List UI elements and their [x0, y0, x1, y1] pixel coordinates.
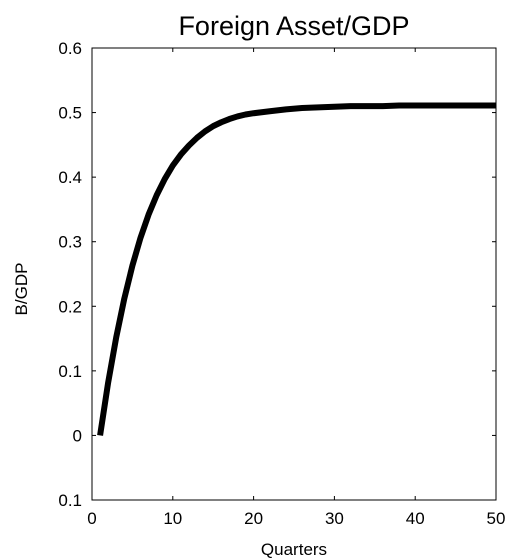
chart-title: Foreign Asset/GDP — [178, 11, 409, 41]
series-line — [97, 102, 496, 436]
y-axis-label: B/GDP — [12, 263, 31, 316]
y-tick-label: 0.5 — [58, 104, 82, 123]
y-tick-label: 0 — [73, 426, 82, 445]
y-tick-label: 0.4 — [58, 168, 82, 187]
x-tick-label: 20 — [244, 509, 263, 528]
plot-frame — [91, 47, 497, 501]
x-tick-label: 10 — [163, 509, 182, 528]
y-tick-label: 0.6 — [58, 39, 82, 58]
y-tick-label: 0.2 — [58, 297, 82, 316]
x-tick-label: 0 — [87, 509, 96, 528]
y-tick-label: 0.1 — [58, 362, 82, 381]
x-tick-label: 50 — [487, 509, 506, 528]
y-tick-label: 0.1 — [58, 491, 82, 510]
plot-area: 0 10 20 30 40 50 0.1 0 0.1 0.2 0.3 0.4 0.5 0.6 — [58, 39, 505, 528]
y-tick-label: 0.3 — [58, 233, 82, 252]
x-axis-label: Quarters — [261, 540, 327, 559]
x-tick-label: 30 — [325, 509, 344, 528]
x-tick-label: 40 — [406, 509, 425, 528]
